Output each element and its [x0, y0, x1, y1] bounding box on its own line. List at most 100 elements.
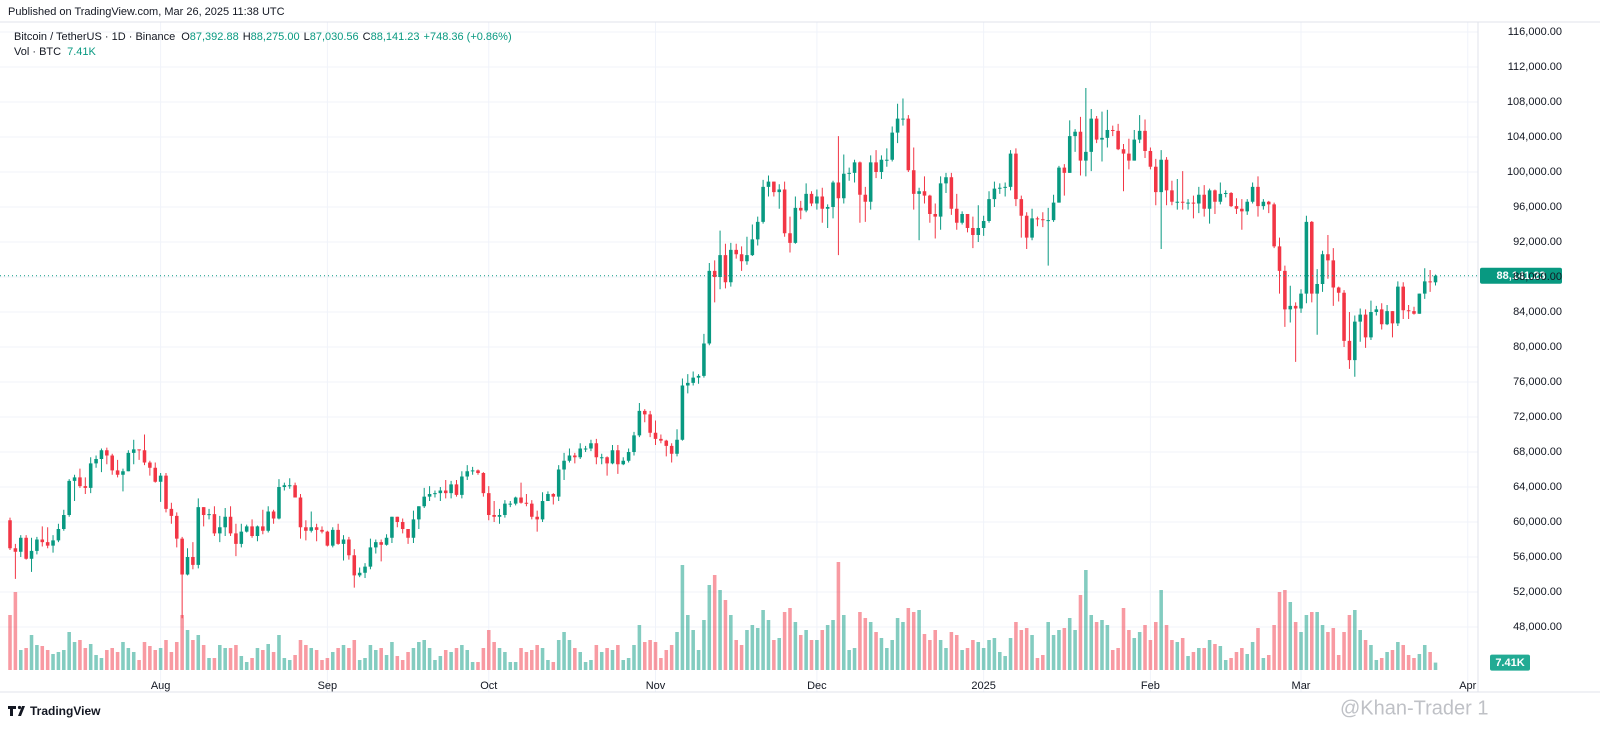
candle-body	[476, 470, 480, 474]
brand-icon-dot	[17, 705, 22, 710]
candle-body	[680, 385, 685, 440]
candle-body	[1100, 137, 1104, 140]
candle-body	[1326, 254, 1330, 261]
volume-bar	[330, 652, 335, 670]
candle-body	[368, 547, 373, 567]
candle-body	[777, 189, 782, 193]
candle-body	[616, 450, 620, 465]
candle-body	[1320, 254, 1325, 284]
candle-body	[191, 557, 195, 565]
volume-bar	[1127, 630, 1131, 670]
volume-bar	[164, 640, 168, 670]
volume-bar	[895, 618, 900, 670]
candle-body	[1250, 186, 1255, 202]
candle-body	[1363, 314, 1368, 338]
volume-bar	[158, 648, 163, 670]
volume-bar	[508, 662, 513, 670]
candle-body	[1310, 221, 1314, 294]
candle-body	[605, 457, 609, 464]
candle-body	[578, 448, 582, 458]
volume-bar	[1164, 625, 1169, 670]
candle-body	[105, 450, 109, 456]
volume-bar	[573, 648, 577, 670]
volume-bar	[820, 630, 825, 670]
volume-bar	[460, 645, 464, 670]
candle-body	[852, 162, 857, 173]
volume-bar	[24, 648, 28, 670]
volume-bar	[88, 644, 93, 670]
volume-bar	[659, 658, 663, 670]
candle-body	[863, 194, 868, 202]
candle-body	[1030, 218, 1034, 238]
volume-bar	[304, 645, 308, 670]
volume-bar	[755, 628, 760, 670]
candle-body	[508, 503, 513, 505]
volume-bar	[616, 645, 620, 670]
volume-bar	[825, 625, 830, 670]
candle-body	[357, 572, 362, 576]
candle-body	[621, 460, 626, 465]
candle-body	[1358, 314, 1362, 322]
ohlc-label: C	[363, 31, 371, 43]
brand-icon	[8, 706, 25, 716]
volume-bar	[352, 640, 357, 670]
volume-badge	[1490, 654, 1530, 671]
volume-bar	[110, 648, 114, 670]
volume-bar	[218, 645, 222, 670]
candle-body	[433, 493, 437, 495]
volume-bar	[793, 622, 798, 670]
volume-bar	[1062, 628, 1067, 670]
volume-bar	[583, 662, 588, 670]
volume-bar	[718, 590, 722, 670]
candle-body	[142, 450, 147, 463]
candle-body	[341, 539, 346, 544]
volume-bar	[142, 642, 147, 670]
volume-bar	[1159, 590, 1163, 670]
volume-bar	[648, 640, 652, 670]
candle-body	[798, 207, 803, 211]
volume-bar	[621, 660, 626, 670]
candle-body	[971, 227, 975, 235]
candle-body	[729, 249, 733, 283]
volume-bar	[1213, 644, 1217, 670]
volume-bar	[1041, 655, 1045, 670]
volume-bar	[1019, 630, 1024, 670]
candle-body	[212, 514, 217, 534]
volume-bar	[336, 648, 340, 670]
volume-bar	[1046, 622, 1050, 670]
volume-bar	[115, 652, 120, 670]
volume-bar	[1261, 658, 1266, 670]
candle-body	[13, 548, 18, 552]
candle-body	[1245, 201, 1250, 212]
y-tick-label: 96,000.00	[1513, 201, 1562, 213]
candle-body	[524, 502, 529, 504]
volume-bar	[965, 648, 970, 670]
volume-bar	[1417, 654, 1422, 670]
volume-bar	[1186, 656, 1190, 670]
candle-body	[56, 529, 61, 541]
candle-body	[1067, 136, 1072, 173]
x-tick-label: Oct	[480, 680, 497, 692]
volume-bar	[29, 635, 34, 670]
y-tick-label: 108,000.00	[1507, 96, 1562, 108]
candle-body	[761, 186, 765, 222]
candle-body	[1019, 199, 1024, 216]
last-price-badge	[1480, 267, 1562, 284]
volume-bar	[1170, 640, 1174, 670]
candle-body	[1277, 246, 1282, 271]
candle-body	[239, 531, 244, 544]
volume-bar	[712, 575, 717, 670]
volume-bar	[1175, 642, 1180, 670]
volume-bar	[153, 650, 158, 670]
volume-bar	[390, 642, 394, 670]
candle-body	[1240, 208, 1244, 212]
volume-bar	[513, 662, 518, 670]
volume-bar	[228, 648, 233, 670]
candle-body	[1159, 159, 1163, 193]
candle-body	[309, 527, 314, 531]
y-tick-label: 64,000.00	[1513, 481, 1562, 493]
candle-body	[1256, 186, 1260, 207]
candle-body	[1110, 129, 1115, 131]
volume-bar	[847, 650, 851, 670]
